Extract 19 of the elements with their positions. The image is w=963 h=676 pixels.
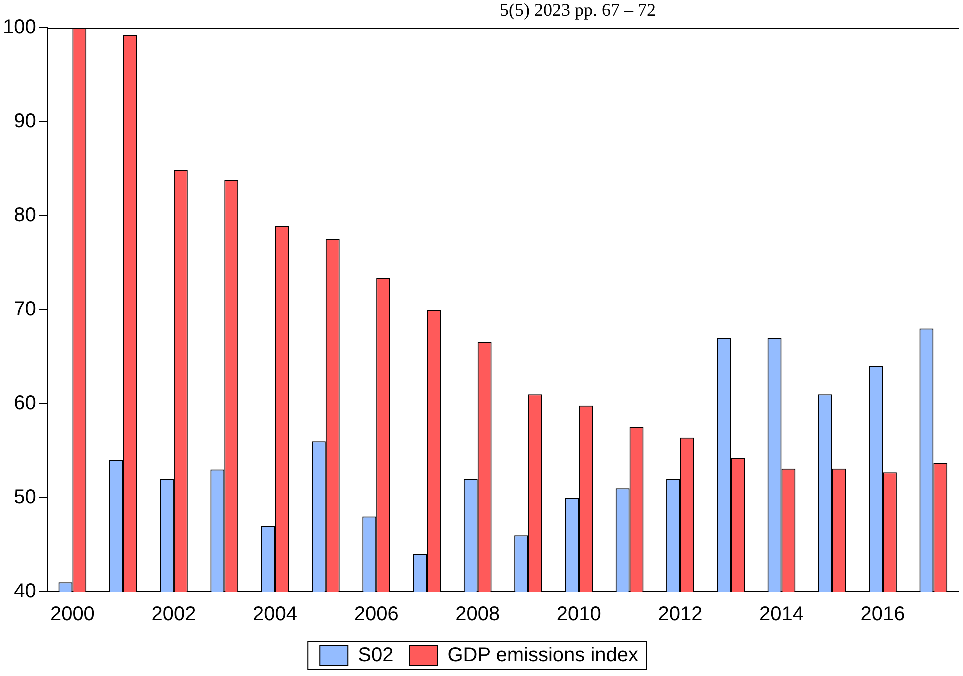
y-tick-label: 70 <box>14 298 36 321</box>
x-tick-label: 2010 <box>556 604 602 626</box>
x-tick-label: 2000 <box>50 604 95 626</box>
legend-label: S02 <box>358 644 394 667</box>
x-tick-label: 2008 <box>456 604 500 626</box>
x-tick-label: 2002 <box>152 604 196 626</box>
x-tick-label: 2006 <box>354 604 399 626</box>
legend-label: GDP emissions index <box>448 644 639 667</box>
y-tick-label: 60 <box>14 392 36 415</box>
y-tick-label: 40 <box>14 580 36 603</box>
y-tick-label: 80 <box>14 204 36 227</box>
y-tick-label: 90 <box>14 110 36 133</box>
x-tick-label: 2014 <box>759 604 804 626</box>
y-tick-label: 50 <box>14 486 36 509</box>
y-tick-label: 100 <box>2 16 36 39</box>
x-tick-label: 2004 <box>253 604 298 626</box>
x-tick-label: 2016 <box>860 604 906 626</box>
text: 5(5) 2023 pp. 67 – 72 <box>500 0 656 21</box>
x-tick-label: 2012 <box>658 604 703 626</box>
